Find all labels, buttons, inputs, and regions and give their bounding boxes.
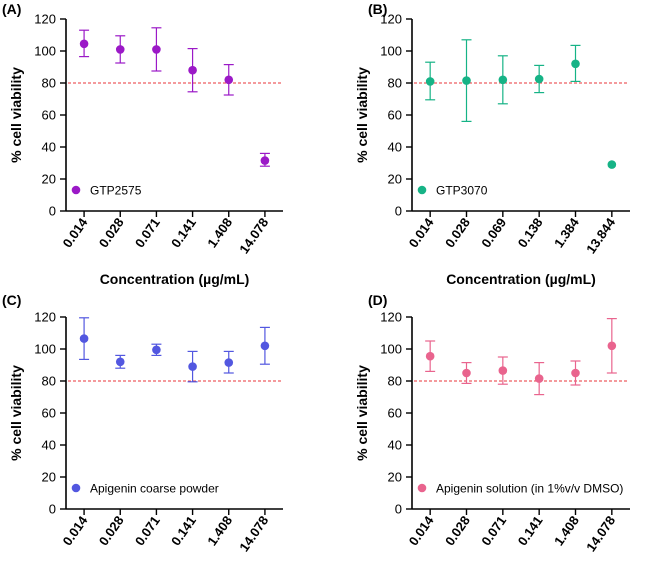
data-point (152, 45, 161, 54)
x-tick-label: 0.014 (60, 512, 91, 548)
data-point (607, 341, 617, 351)
legend-marker (417, 483, 427, 493)
data-point (188, 362, 197, 371)
data-point (607, 160, 617, 169)
chart-panel-1: (A) 0 20 40 60 80 100 120 0.014 0.028 0.071 0.141 1.… (2, 1, 283, 287)
panel-label: (B) (368, 1, 387, 17)
y-tick-label: 100 (380, 342, 402, 357)
x-tick-label: 14.078 (236, 215, 271, 256)
y-tick-label: 60 (42, 406, 56, 421)
data-point (571, 59, 580, 69)
y-tick-label: 40 (42, 140, 56, 155)
x-tick-label: 1.408 (551, 513, 582, 548)
data-point (571, 368, 580, 378)
x-tick-label: 0.028 (442, 215, 473, 250)
y-tick-label: 0 (49, 204, 56, 219)
x-tick-label: 1.384 (551, 214, 582, 250)
y-tick-label: 60 (388, 108, 402, 123)
x-tick-label: 0.014 (406, 214, 437, 250)
chart-panel-2: (B) 0 20 40 60 80 100 120 0.014 0.028 0.069 0.138 1.… (354, 1, 630, 287)
panel-label: (A) (2, 1, 21, 17)
y-tick-label: 20 (42, 172, 56, 187)
y-tick-label: 40 (388, 438, 402, 453)
y-axis-title: % cell viability (8, 365, 24, 461)
data-point (260, 156, 270, 165)
data-point (462, 76, 471, 85)
chart-panel-3: (C) 0 20 40 60 80 100 120 0.014 0.028 0.071 0.141 1.… (2, 292, 283, 554)
y-tick-label: 40 (42, 438, 56, 453)
data-point (534, 374, 544, 383)
y-tick-label: 0 (49, 502, 56, 517)
x-axis-title: Concentration (µg/mL) (446, 271, 596, 287)
y-tick-label: 100 (34, 342, 56, 357)
y-tick-label: 100 (380, 44, 402, 59)
legend-label: Apigenin solution (in 1%v/v DMSO) (436, 482, 623, 496)
y-tick-label: 120 (34, 12, 56, 27)
data-point (534, 74, 544, 84)
data-point (79, 39, 89, 49)
x-tick-label: 0.141 (168, 215, 199, 250)
x-tick-label: 0.138 (515, 215, 546, 250)
x-tick-label: 14.078 (583, 513, 618, 554)
y-axis-title: % cell viability (354, 67, 370, 163)
x-tick-label: 14.078 (236, 513, 271, 554)
y-tick-label: 120 (34, 310, 56, 325)
x-tick-label: 0.014 (60, 214, 91, 250)
data-point (462, 368, 471, 378)
x-tick-label: 0.028 (442, 513, 473, 548)
y-tick-label: 120 (380, 12, 402, 27)
legend-marker (71, 185, 81, 195)
x-tick-label: 0.028 (96, 513, 127, 548)
x-tick-label: 0.028 (96, 215, 127, 250)
y-tick-label: 20 (42, 470, 56, 485)
y-tick-label: 100 (34, 44, 56, 59)
data-point (115, 45, 125, 54)
y-tick-label: 80 (388, 374, 402, 389)
data-point (115, 357, 125, 367)
x-tick-label: 0.141 (515, 513, 546, 548)
data-point (224, 75, 234, 85)
x-tick-label: 0.141 (168, 513, 199, 548)
x-tick-label: 0.014 (406, 512, 437, 548)
y-tick-label: 0 (395, 502, 402, 517)
x-tick-label: 1.408 (204, 513, 235, 548)
data-point (498, 366, 508, 375)
legend-label: Apigenin coarse powder (90, 482, 219, 496)
y-tick-label: 0 (395, 204, 402, 219)
y-tick-label: 80 (42, 76, 56, 91)
x-tick-label: 0.069 (478, 215, 509, 250)
y-axis-title: % cell viability (354, 365, 370, 461)
y-tick-label: 20 (388, 470, 402, 485)
data-point (224, 358, 234, 367)
y-tick-label: 120 (380, 310, 402, 325)
y-tick-label: 20 (388, 172, 402, 187)
panel-label: (C) (2, 292, 21, 308)
y-axis-title: % cell viability (8, 67, 24, 163)
x-tick-label: 0.071 (478, 513, 509, 548)
data-point (188, 65, 197, 75)
data-point (498, 75, 508, 85)
y-tick-label: 80 (42, 374, 56, 389)
legend-label: GTP2575 (90, 184, 142, 198)
y-tick-label: 80 (388, 76, 402, 91)
legend-label: GTP3070 (436, 184, 488, 198)
data-point (425, 351, 435, 361)
legend-marker (71, 483, 81, 493)
x-axis-title: Concentration (µg/mL) (100, 271, 250, 287)
x-tick-label: 13.844 (583, 214, 619, 256)
chart-panel-4: (D) 0 20 40 60 80 100 120 0.014 0.028 0.071 0.141 1.… (354, 292, 630, 554)
data-point (152, 345, 161, 355)
data-point (260, 341, 270, 351)
x-tick-label: 0.071 (132, 215, 163, 250)
y-tick-label: 60 (388, 406, 402, 421)
x-tick-label: 1.408 (204, 215, 235, 250)
panel-label: (D) (368, 292, 387, 308)
data-point (79, 334, 89, 343)
legend-marker (417, 185, 427, 195)
data-point (425, 77, 435, 86)
y-tick-label: 60 (42, 108, 56, 123)
x-tick-label: 0.071 (132, 513, 163, 548)
y-tick-label: 40 (388, 140, 402, 155)
